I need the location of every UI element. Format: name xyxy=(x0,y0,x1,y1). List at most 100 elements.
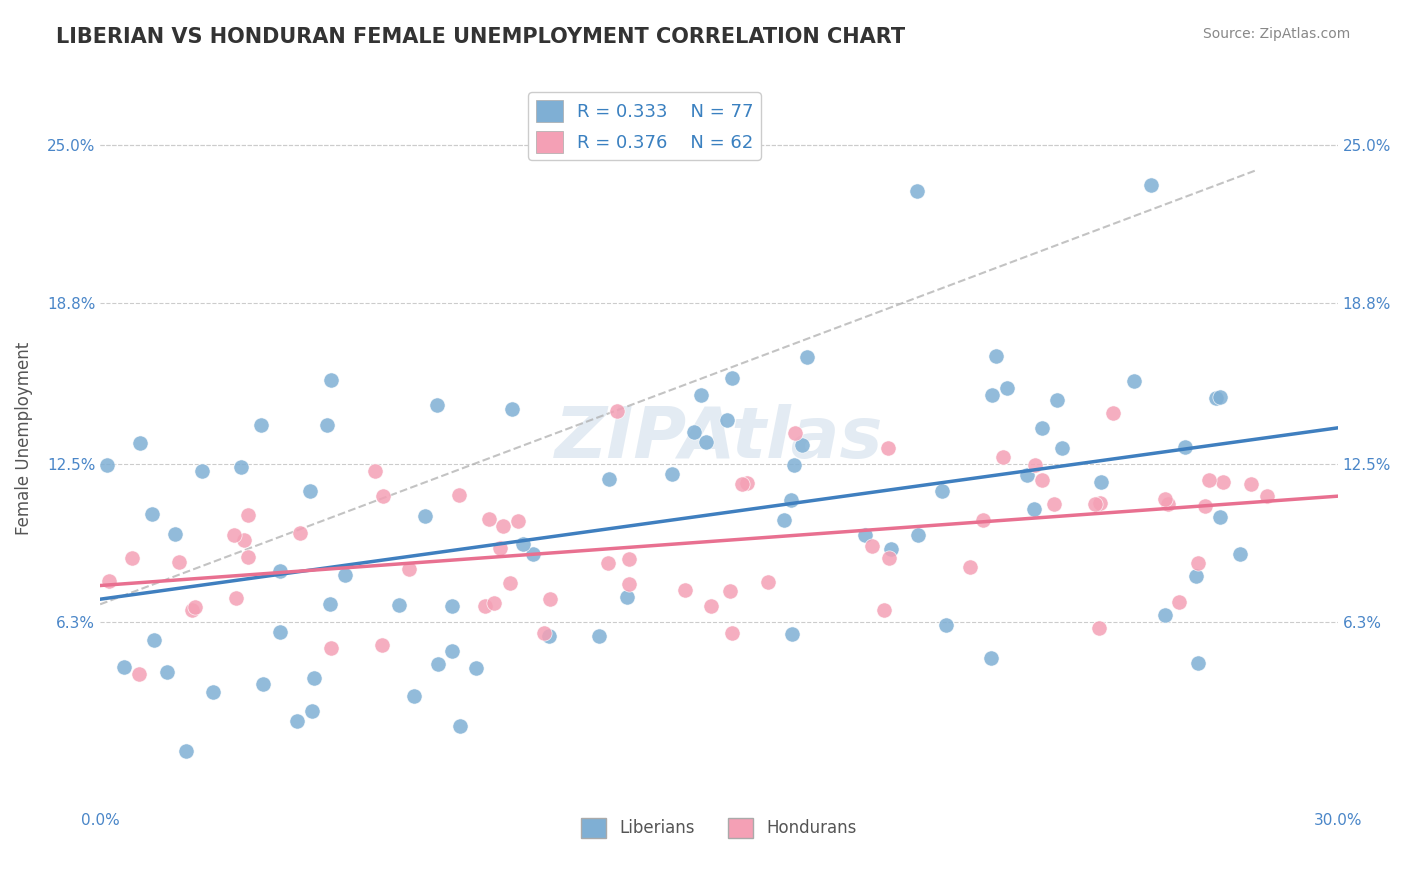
Point xyxy=(718,583,741,598)
Point xyxy=(482,596,505,610)
Point xyxy=(984,349,1007,363)
Point xyxy=(318,597,340,611)
Point xyxy=(1209,390,1232,404)
Point xyxy=(991,450,1014,465)
Point xyxy=(388,599,411,613)
Point xyxy=(1240,476,1263,491)
Point xyxy=(588,629,610,643)
Point xyxy=(141,507,163,521)
Point xyxy=(790,437,813,451)
Point xyxy=(972,513,994,527)
Point xyxy=(731,477,754,491)
Point xyxy=(269,625,291,640)
Point xyxy=(440,599,463,614)
Point xyxy=(661,467,683,482)
Text: LIBERIAN VS HONDURAN FEMALE UNEMPLOYMENT CORRELATION CHART: LIBERIAN VS HONDURAN FEMALE UNEMPLOYMENT… xyxy=(56,27,905,46)
Point xyxy=(1046,392,1069,407)
Point xyxy=(440,643,463,657)
Point xyxy=(491,519,513,533)
Point xyxy=(1090,496,1112,510)
Point xyxy=(180,603,202,617)
Point xyxy=(876,441,898,455)
Point xyxy=(315,417,337,432)
Point xyxy=(402,689,425,703)
Point xyxy=(1122,375,1144,389)
Legend: Liberians, Hondurans: Liberians, Hondurans xyxy=(574,811,863,845)
Point xyxy=(236,549,259,564)
Point xyxy=(1139,178,1161,193)
Point xyxy=(191,465,214,479)
Point xyxy=(1022,502,1045,516)
Point xyxy=(1212,475,1234,489)
Point xyxy=(1185,569,1208,583)
Point xyxy=(478,512,501,526)
Point xyxy=(538,629,561,643)
Point xyxy=(1084,497,1107,511)
Point xyxy=(617,577,640,591)
Point xyxy=(142,632,165,647)
Point xyxy=(128,436,150,450)
Text: Source: ZipAtlas.com: Source: ZipAtlas.com xyxy=(1202,27,1350,41)
Point xyxy=(1198,473,1220,487)
Point xyxy=(1157,497,1180,511)
Point xyxy=(995,381,1018,395)
Point xyxy=(299,483,322,498)
Point xyxy=(364,464,387,478)
Point xyxy=(1154,607,1177,622)
Point xyxy=(779,493,801,508)
Point xyxy=(533,625,555,640)
Point xyxy=(716,413,738,427)
Point xyxy=(288,526,311,541)
Point xyxy=(756,575,779,590)
Point xyxy=(252,677,274,691)
Point xyxy=(1024,458,1046,472)
Point xyxy=(269,564,291,578)
Point xyxy=(301,704,323,718)
Point xyxy=(128,667,150,681)
Point xyxy=(285,714,308,728)
Point xyxy=(425,398,447,412)
Point xyxy=(156,665,179,679)
Point xyxy=(720,371,742,385)
Point xyxy=(783,425,806,440)
Point xyxy=(426,657,449,672)
Point xyxy=(413,509,436,524)
Point xyxy=(174,744,197,758)
Point xyxy=(201,685,224,699)
Point xyxy=(1187,656,1209,670)
Point xyxy=(489,541,512,555)
Point xyxy=(371,638,394,652)
Point xyxy=(1205,391,1227,405)
Point xyxy=(683,425,706,439)
Point xyxy=(596,556,619,570)
Point xyxy=(796,350,818,364)
Point xyxy=(606,404,628,418)
Point xyxy=(935,617,957,632)
Point xyxy=(981,388,1004,402)
Point xyxy=(96,458,118,472)
Point xyxy=(673,582,696,597)
Point xyxy=(319,373,342,387)
Point xyxy=(167,555,190,569)
Point xyxy=(232,533,254,547)
Point xyxy=(373,489,395,503)
Point xyxy=(1050,442,1073,456)
Y-axis label: Female Unemployment: Female Unemployment xyxy=(15,342,32,535)
Point xyxy=(905,184,928,198)
Point xyxy=(522,547,544,561)
Point xyxy=(855,528,877,542)
Point xyxy=(877,550,900,565)
Point xyxy=(238,508,260,522)
Point xyxy=(506,514,529,528)
Point xyxy=(335,568,357,582)
Point xyxy=(229,460,252,475)
Point xyxy=(700,599,723,613)
Point xyxy=(501,401,523,416)
Point xyxy=(721,626,744,640)
Point xyxy=(1194,499,1216,513)
Point xyxy=(112,660,135,674)
Point xyxy=(1209,509,1232,524)
Text: ZIPAtlas: ZIPAtlas xyxy=(555,404,883,473)
Point xyxy=(464,661,486,675)
Point xyxy=(598,472,620,486)
